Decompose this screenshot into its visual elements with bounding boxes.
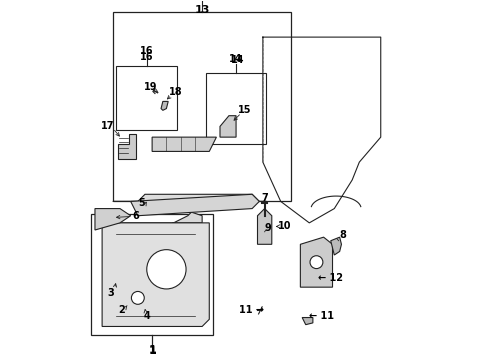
Bar (113, 12, 292, 202)
Text: 1: 1 (148, 346, 156, 356)
Polygon shape (258, 208, 272, 244)
Circle shape (131, 292, 144, 304)
Text: 11 →: 11 → (239, 305, 264, 315)
Text: 15: 15 (238, 105, 252, 115)
Text: ← 11: ← 11 (309, 311, 334, 321)
Polygon shape (331, 237, 342, 255)
Polygon shape (300, 237, 333, 287)
Text: 3: 3 (108, 288, 115, 297)
Text: 17: 17 (101, 121, 114, 131)
Text: 2: 2 (119, 305, 125, 315)
Text: 5: 5 (138, 198, 145, 208)
Bar (117, 66, 177, 130)
Text: 14: 14 (231, 55, 245, 65)
Polygon shape (131, 194, 259, 216)
Polygon shape (302, 318, 313, 325)
Bar (206, 73, 267, 144)
Polygon shape (152, 137, 217, 152)
Circle shape (310, 256, 323, 269)
Text: 18: 18 (169, 87, 182, 98)
Text: 7: 7 (261, 193, 268, 203)
Polygon shape (113, 194, 267, 202)
Text: 16: 16 (140, 46, 153, 57)
Polygon shape (161, 102, 168, 111)
Bar (92, 214, 213, 336)
Text: 19: 19 (144, 82, 157, 92)
Polygon shape (98, 212, 202, 230)
Text: 6: 6 (133, 211, 140, 221)
Text: 10: 10 (278, 221, 292, 231)
Text: 16: 16 (140, 52, 153, 62)
Polygon shape (118, 134, 136, 158)
Circle shape (147, 249, 186, 289)
Text: 14: 14 (229, 54, 243, 64)
Text: 13: 13 (195, 5, 210, 15)
Text: 8: 8 (340, 230, 346, 240)
Polygon shape (95, 208, 131, 230)
Polygon shape (220, 116, 236, 137)
Text: ← 12: ← 12 (318, 273, 343, 283)
Polygon shape (102, 223, 209, 327)
Text: 4: 4 (144, 311, 150, 321)
Text: 1: 1 (148, 345, 156, 355)
Text: 9: 9 (265, 223, 271, 233)
